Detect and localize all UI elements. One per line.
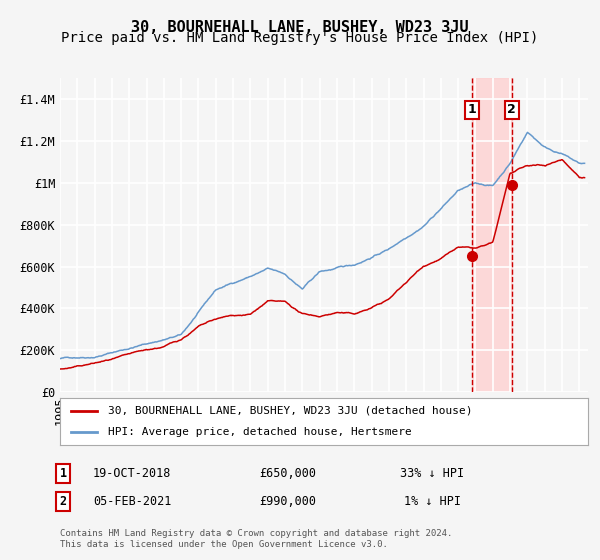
Text: 1: 1 [59,466,67,480]
Text: HPI: Average price, detached house, Hertsmere: HPI: Average price, detached house, Hert… [107,427,411,437]
Bar [472,78,512,392]
Text: 19-OCT-2018: 19-OCT-2018 [93,466,171,480]
Text: 30, BOURNEHALL LANE, BUSHEY, WD23 3JU: 30, BOURNEHALL LANE, BUSHEY, WD23 3JU [131,20,469,35]
Text: 2: 2 [508,103,516,116]
Text: £990,000: £990,000 [260,494,317,508]
Text: 33% ↓ HPI: 33% ↓ HPI [400,466,464,480]
Text: 1% ↓ HPI: 1% ↓ HPI [404,494,461,508]
Text: 05-FEB-2021: 05-FEB-2021 [93,494,171,508]
Text: Price paid vs. HM Land Registry's House Price Index (HPI): Price paid vs. HM Land Registry's House … [61,31,539,45]
Text: Contains HM Land Registry data © Crown copyright and database right 2024.
This d: Contains HM Land Registry data © Crown c… [60,529,452,549]
Text: £650,000: £650,000 [260,466,317,480]
Text: 1: 1 [467,103,476,116]
Text: 2: 2 [59,494,67,508]
Text: 30, BOURNEHALL LANE, BUSHEY, WD23 3JU (detached house): 30, BOURNEHALL LANE, BUSHEY, WD23 3JU (d… [107,406,472,416]
